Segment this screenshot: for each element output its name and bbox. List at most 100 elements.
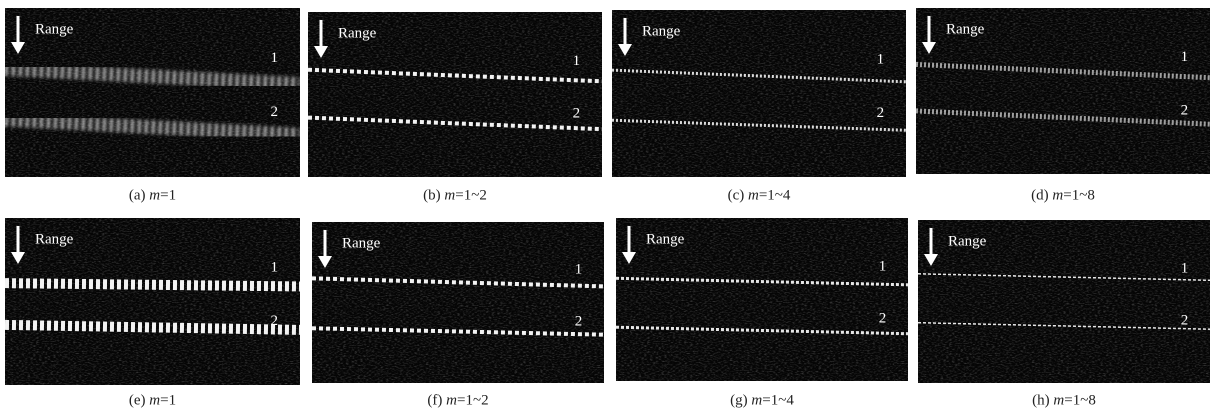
target-label: 2 bbox=[1181, 312, 1189, 328]
caption-variable: m bbox=[446, 392, 458, 409]
target-label: 2 bbox=[271, 104, 279, 120]
target-label: 1 bbox=[271, 260, 279, 276]
target-streak bbox=[308, 67, 602, 84]
caption-variable: m bbox=[149, 392, 161, 409]
caption-label: (f) bbox=[427, 392, 443, 409]
range-arrow-head bbox=[314, 46, 328, 58]
image-noise bbox=[5, 8, 300, 177]
image-noise bbox=[616, 218, 908, 381]
range-label: Range bbox=[338, 25, 377, 41]
image-noise bbox=[612, 10, 906, 177]
image-noise bbox=[5, 218, 300, 385]
caption-label: (b) bbox=[423, 187, 441, 204]
caption-variable: m bbox=[751, 392, 763, 409]
caption-value: =1~4 bbox=[762, 392, 794, 409]
target-label: 1 bbox=[1181, 49, 1189, 65]
target-label: 2 bbox=[1181, 102, 1189, 118]
range-label: Range bbox=[946, 21, 985, 37]
target-streak bbox=[916, 108, 1210, 127]
caption-label: (e) bbox=[128, 392, 146, 409]
range-image: Range 1 2 bbox=[612, 10, 906, 177]
range-arrow-head bbox=[318, 256, 332, 268]
target-label: 2 bbox=[573, 106, 581, 122]
caption-label: (a) bbox=[128, 187, 146, 204]
range-label: Range bbox=[642, 23, 681, 39]
caption-value: =1 bbox=[160, 392, 177, 409]
target-streak bbox=[5, 278, 300, 292]
target-label: 1 bbox=[879, 258, 887, 274]
caption-variable: m bbox=[444, 187, 456, 204]
range-image: Range 1 2 bbox=[5, 8, 300, 177]
image-noise bbox=[918, 220, 1210, 383]
target-streak bbox=[616, 325, 908, 336]
caption-value: =1~4 bbox=[758, 187, 791, 204]
target-label: 1 bbox=[575, 262, 583, 278]
panel: Range 1 2 bbox=[612, 10, 906, 177]
range-image: Range 1 2 bbox=[5, 218, 300, 385]
target-streak bbox=[918, 273, 1210, 282]
caption-value: =1~2 bbox=[457, 392, 489, 409]
target-label: 2 bbox=[879, 310, 887, 326]
panel: Range 1 2 bbox=[312, 222, 604, 383]
target-label: 1 bbox=[1181, 260, 1189, 276]
range-label: Range bbox=[948, 233, 987, 249]
caption: (e) m=1 bbox=[129, 393, 176, 410]
range-arrow-head bbox=[11, 42, 25, 54]
caption: (a) m=1 bbox=[129, 188, 176, 205]
range-arrow-head bbox=[618, 44, 632, 56]
target-streak bbox=[612, 68, 906, 84]
range-image: Range 1 2 bbox=[312, 222, 604, 383]
target-label: 1 bbox=[573, 53, 581, 69]
panel: Range 1 2 bbox=[5, 8, 300, 177]
target-streak bbox=[616, 276, 908, 287]
image-noise bbox=[312, 222, 604, 383]
target-streak bbox=[308, 115, 602, 132]
range-label: Range bbox=[35, 231, 74, 247]
target-label: 1 bbox=[271, 50, 279, 66]
panel: Range 1 2 bbox=[308, 12, 602, 177]
caption-label: (g) bbox=[730, 392, 748, 409]
range-label: Range bbox=[35, 21, 74, 37]
range-arrow-head bbox=[922, 42, 936, 54]
caption-label: (h) bbox=[1032, 392, 1050, 409]
caption-label: (c) bbox=[727, 187, 745, 204]
range-arrow-head bbox=[622, 252, 636, 264]
target-label: 2 bbox=[575, 313, 583, 329]
caption: (f) m=1~2 bbox=[427, 393, 488, 410]
image-noise bbox=[916, 8, 1210, 174]
range-image: Range 1 2 bbox=[916, 8, 1210, 174]
caption-value: =1~8 bbox=[1064, 392, 1096, 409]
image-noise bbox=[308, 12, 602, 177]
caption-variable: m bbox=[1053, 392, 1065, 409]
range-label: Range bbox=[646, 231, 685, 247]
target-streak bbox=[916, 61, 1210, 81]
range-image: Range 1 2 bbox=[308, 12, 602, 177]
caption: (c) m=1~4 bbox=[728, 188, 791, 205]
caption-variable: m bbox=[1052, 187, 1064, 204]
caption-variable: m bbox=[149, 187, 161, 204]
panel: Range 1 2 bbox=[5, 218, 300, 385]
target-label: 2 bbox=[877, 105, 885, 121]
caption-value: =1~2 bbox=[455, 187, 487, 204]
caption: (g) m=1~4 bbox=[730, 393, 794, 410]
target-label: 2 bbox=[271, 313, 279, 329]
target-streak bbox=[612, 118, 906, 132]
caption: (b) m=1~2 bbox=[423, 188, 487, 205]
caption-variable: m bbox=[747, 187, 759, 204]
range-label: Range bbox=[342, 235, 381, 251]
caption-label: (d) bbox=[1031, 187, 1049, 204]
panel: Range 1 2 bbox=[616, 218, 908, 381]
caption-value: =1 bbox=[160, 187, 177, 204]
target-streak bbox=[5, 112, 300, 142]
panel: Range 1 2 bbox=[918, 220, 1210, 383]
range-arrow-head bbox=[924, 254, 938, 266]
panel: Range 1 2 bbox=[916, 8, 1210, 174]
range-image: Range 1 2 bbox=[616, 218, 908, 381]
caption-value: =1~8 bbox=[1063, 187, 1095, 204]
caption: (d) m=1~8 bbox=[1031, 188, 1095, 205]
target-streak bbox=[5, 61, 300, 92]
range-arrow-head bbox=[11, 252, 25, 264]
target-label: 1 bbox=[877, 52, 885, 68]
target-streak bbox=[918, 321, 1210, 330]
